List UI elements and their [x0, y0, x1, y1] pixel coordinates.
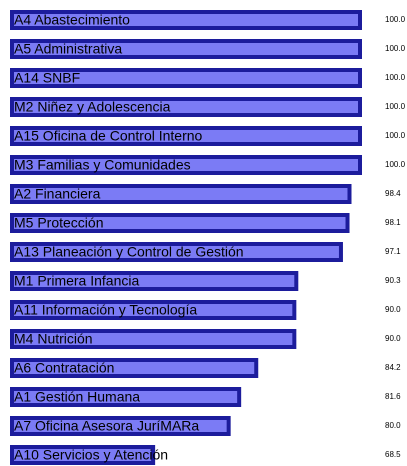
bar [10, 213, 350, 233]
bar [10, 242, 343, 262]
bar [10, 155, 362, 175]
bar [10, 329, 297, 349]
category-label: M4 Nutrición [14, 331, 93, 347]
value-label: 97.1 [385, 247, 401, 256]
category-label: A7 Oficina Asesora JuríMARa [14, 418, 199, 434]
bar [10, 68, 362, 88]
value-label: 100.0 [385, 160, 406, 169]
category-label: A6 Contratación [14, 360, 114, 376]
bar [10, 10, 362, 30]
category-label: A15 Oficina de Control Interno [14, 128, 203, 144]
category-label: M2 Niñez y Adolescencia [14, 99, 171, 115]
category-label: M3 Familias y Comunidades [14, 157, 191, 173]
bar [10, 271, 299, 291]
value-label: 98.1 [385, 218, 401, 227]
value-label: 68.5 [385, 450, 401, 459]
bar [10, 416, 231, 436]
value-label: 100.0 [385, 131, 406, 140]
bar [10, 126, 362, 146]
bar [10, 39, 362, 59]
category-label: A4 Abastecimiento [14, 12, 130, 28]
value-label: 80.0 [385, 421, 401, 430]
bar [10, 184, 352, 204]
value-label: 81.6 [385, 392, 401, 401]
category-label: M1 Primera Infancia [14, 273, 139, 289]
value-label: 100.0 [385, 73, 406, 82]
value-label: 100.0 [385, 102, 406, 111]
bar [10, 358, 259, 378]
value-label: 84.2 [385, 363, 401, 372]
value-label: 90.3 [385, 276, 401, 285]
category-label: A1 Gestión Humana [14, 389, 140, 405]
bar [10, 387, 242, 407]
value-label: 90.0 [385, 334, 401, 343]
bar [10, 445, 156, 465]
value-label: 100.0 [385, 44, 406, 53]
value-label: 100.0 [385, 15, 406, 24]
category-label: A5 Administrativa [14, 41, 122, 57]
category-label: A13 Planeación y Control de Gestión [14, 244, 244, 260]
bar [10, 97, 362, 117]
category-label: A10 Servicios y Atención [14, 447, 168, 463]
value-label: 98.4 [385, 189, 401, 198]
category-label: A2 Financiera [14, 186, 101, 202]
bar [10, 300, 297, 320]
category-label: M5 Protección [14, 215, 103, 231]
category-label: A11 Información y Tecnología [14, 302, 197, 318]
category-label: A14 SNBF [14, 70, 80, 86]
value-label: 90.0 [385, 305, 401, 314]
